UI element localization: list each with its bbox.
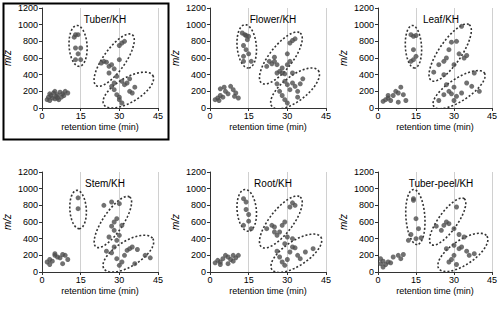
svg-text:retention time (min): retention time (min) (229, 286, 307, 296)
svg-text:30: 30 (282, 111, 292, 121)
svg-text:800: 800 (191, 200, 206, 210)
svg-text:0: 0 (39, 275, 44, 285)
svg-text:1200: 1200 (186, 167, 206, 177)
svg-text:0: 0 (207, 275, 212, 285)
svg-text:0: 0 (33, 103, 38, 113)
svg-text:30: 30 (114, 111, 124, 121)
svg-text:15: 15 (244, 111, 254, 121)
svg-text:Stem/KH: Stem/KH (85, 178, 125, 189)
svg-text:15: 15 (411, 275, 421, 285)
svg-text:45: 45 (487, 111, 497, 121)
svg-text:800: 800 (23, 36, 38, 46)
svg-text:15: 15 (411, 111, 421, 121)
svg-text:800: 800 (359, 200, 374, 210)
svg-text:600: 600 (23, 53, 38, 63)
svg-text:600: 600 (23, 217, 38, 227)
svg-text:0: 0 (39, 111, 44, 121)
svg-text:200: 200 (191, 250, 206, 260)
svg-text:0: 0 (201, 103, 206, 113)
svg-text:400: 400 (191, 234, 206, 244)
svg-text:m/z: m/z (338, 214, 349, 230)
svg-text:200: 200 (23, 86, 38, 96)
svg-text:200: 200 (359, 250, 374, 260)
svg-text:retention time (min): retention time (min) (229, 122, 307, 132)
svg-text:30: 30 (449, 111, 459, 121)
svg-text:600: 600 (191, 53, 206, 63)
svg-text:30: 30 (449, 275, 459, 285)
svg-text:15: 15 (76, 275, 86, 285)
svg-text:45: 45 (321, 275, 331, 285)
svg-text:retention time (min): retention time (min) (61, 122, 139, 132)
svg-text:1200: 1200 (186, 3, 206, 13)
svg-text:30: 30 (114, 275, 124, 285)
svg-text:0: 0 (207, 111, 212, 121)
svg-text:1000: 1000 (354, 20, 374, 30)
svg-text:200: 200 (191, 86, 206, 96)
svg-text:800: 800 (23, 200, 38, 210)
svg-text:m/z: m/z (338, 50, 349, 66)
svg-text:0: 0 (201, 267, 206, 277)
svg-text:45: 45 (321, 111, 331, 121)
svg-text:m/z: m/z (2, 214, 13, 230)
svg-text:0: 0 (375, 275, 380, 285)
svg-text:Root/KH: Root/KH (254, 178, 292, 189)
svg-text:1000: 1000 (186, 184, 206, 194)
svg-text:Tuber/KH: Tuber/KH (84, 14, 126, 25)
svg-text:600: 600 (359, 53, 374, 63)
svg-text:30: 30 (282, 275, 292, 285)
svg-text:200: 200 (359, 86, 374, 96)
svg-text:1200: 1200 (18, 167, 38, 177)
svg-text:retention time (min): retention time (min) (396, 122, 474, 132)
svg-text:200: 200 (23, 250, 38, 260)
svg-text:m/z: m/z (170, 214, 181, 230)
svg-text:0: 0 (369, 267, 374, 277)
svg-text:Leaf/KH: Leaf/KH (423, 14, 459, 25)
svg-text:0: 0 (375, 111, 380, 121)
svg-text:45: 45 (153, 275, 163, 285)
svg-text:1000: 1000 (354, 184, 374, 194)
svg-text:45: 45 (153, 111, 163, 121)
svg-text:retention time (min): retention time (min) (61, 286, 139, 296)
svg-text:800: 800 (191, 36, 206, 46)
svg-text:1200: 1200 (18, 3, 38, 13)
svg-text:m/z: m/z (170, 50, 181, 66)
svg-text:400: 400 (191, 70, 206, 80)
svg-text:400: 400 (359, 234, 374, 244)
svg-text:400: 400 (359, 70, 374, 80)
svg-text:retention time (min): retention time (min) (396, 286, 474, 296)
svg-text:600: 600 (359, 217, 374, 227)
svg-text:1000: 1000 (18, 20, 38, 30)
svg-text:400: 400 (23, 234, 38, 244)
svg-text:800: 800 (359, 36, 374, 46)
svg-text:0: 0 (33, 267, 38, 277)
svg-text:15: 15 (76, 111, 86, 121)
svg-text:400: 400 (23, 70, 38, 80)
svg-text:m/z: m/z (2, 50, 13, 66)
svg-text:Flower/KH: Flower/KH (250, 14, 297, 25)
svg-text:15: 15 (244, 275, 254, 285)
svg-text:45: 45 (487, 275, 497, 285)
svg-text:1200: 1200 (354, 3, 374, 13)
svg-text:600: 600 (191, 217, 206, 227)
svg-text:1000: 1000 (186, 20, 206, 30)
svg-text:Tuber-peel/KH: Tuber-peel/KH (409, 178, 474, 189)
svg-text:0: 0 (369, 103, 374, 113)
svg-text:1000: 1000 (18, 184, 38, 194)
svg-text:1200: 1200 (354, 167, 374, 177)
